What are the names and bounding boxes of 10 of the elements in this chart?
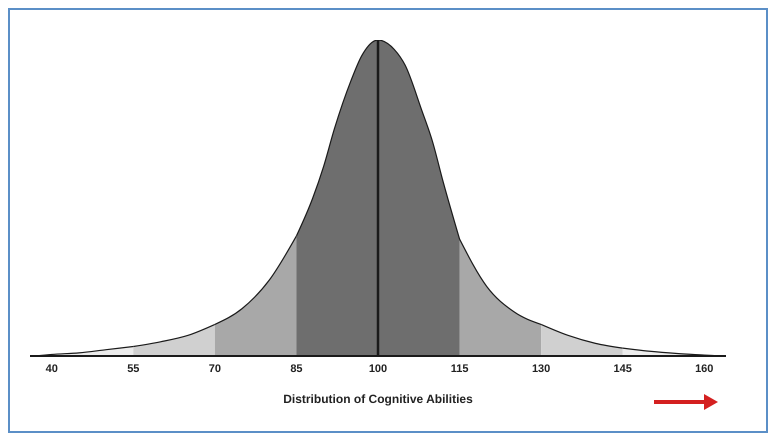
x-tick-label: 55 <box>127 362 140 375</box>
x-tick-label: 130 <box>532 362 550 375</box>
x-axis-title: Distribution of Cognitive Abilities <box>283 392 474 406</box>
x-tick-label: 70 <box>208 362 221 375</box>
x-tick-label: 115 <box>450 362 468 375</box>
x-tick-label: 85 <box>290 362 303 375</box>
x-tick-label: 100 <box>368 362 388 375</box>
x-tick-label: 145 <box>614 362 632 375</box>
x-tick-label: 160 <box>695 362 714 375</box>
x-tick-label: 40 <box>46 362 58 375</box>
